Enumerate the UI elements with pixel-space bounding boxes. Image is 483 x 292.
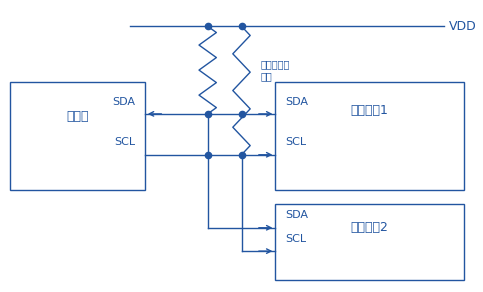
Text: SDA: SDA <box>285 97 308 107</box>
Bar <box>275 82 464 190</box>
Text: マスタ: マスタ <box>66 110 88 123</box>
Text: VDD: VDD <box>449 20 477 33</box>
Text: スレーブ1: スレーブ1 <box>351 105 388 117</box>
Text: SDA: SDA <box>112 97 135 107</box>
Bar <box>275 204 464 280</box>
Text: プルアップ
抗抗: プルアップ 抗抗 <box>261 59 290 81</box>
Text: SCL: SCL <box>285 138 306 147</box>
Bar <box>10 82 145 190</box>
Text: SCL: SCL <box>114 138 135 147</box>
Text: スレーブ2: スレーブ2 <box>351 221 388 234</box>
Text: SCL: SCL <box>285 234 306 244</box>
Text: SDA: SDA <box>285 211 308 220</box>
